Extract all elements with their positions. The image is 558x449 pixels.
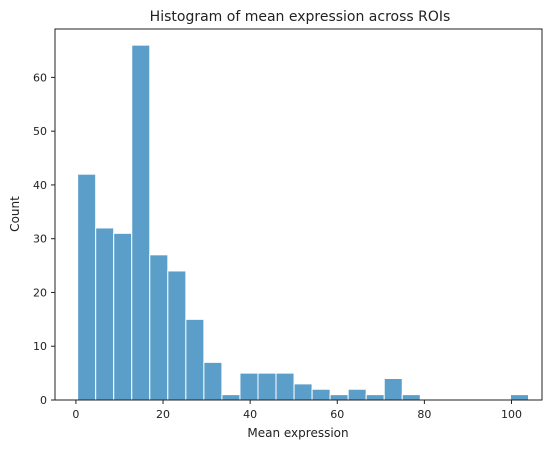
histogram-bar [365, 394, 385, 401]
histogram-bar [185, 318, 205, 401]
x-tick-label: 20 [156, 408, 170, 421]
x-axis: 0 20 40 60 80 100 [72, 400, 522, 421]
y-axis: 0 10 20 30 40 50 60 [33, 71, 55, 407]
histogram-bar [131, 44, 151, 401]
histogram-bar [167, 270, 187, 401]
histogram-bar [311, 388, 331, 401]
x-tick-label: 0 [72, 408, 79, 421]
x-tick-label: 60 [330, 408, 344, 421]
y-tick-label: 30 [33, 233, 47, 246]
x-tick-label: 40 [243, 408, 257, 421]
histogram-bar [149, 254, 169, 401]
histogram-bar [221, 394, 241, 401]
x-tick-label: 80 [417, 408, 431, 421]
histogram-bar [329, 394, 349, 401]
y-tick-label: 0 [40, 394, 47, 407]
histogram-bar [401, 394, 421, 401]
histogram-bar [257, 372, 277, 401]
histogram-bar [509, 394, 529, 401]
y-tick-label: 60 [33, 71, 47, 84]
axes-frame [54, 28, 543, 401]
chart-title: Histogram of mean expression across ROIs [150, 9, 451, 25]
histogram-bar [203, 361, 223, 401]
y-axis-label: Count [8, 196, 22, 232]
x-tick-label: 100 [501, 408, 522, 421]
y-tick-label: 10 [33, 340, 47, 353]
histogram-bar [113, 232, 133, 401]
y-tick-label: 40 [33, 179, 47, 192]
y-tick-label: 20 [33, 286, 47, 299]
histogram-bar [347, 388, 367, 401]
histogram-bar [239, 372, 259, 401]
histogram-bar [95, 227, 115, 401]
bars-group [77, 44, 529, 401]
x-axis-label: Mean expression [247, 426, 348, 440]
histogram-bar [293, 383, 313, 401]
histogram-bar [275, 372, 295, 401]
histogram-bar [77, 173, 97, 401]
y-tick-label: 50 [33, 125, 47, 138]
histogram-bar [383, 377, 403, 401]
